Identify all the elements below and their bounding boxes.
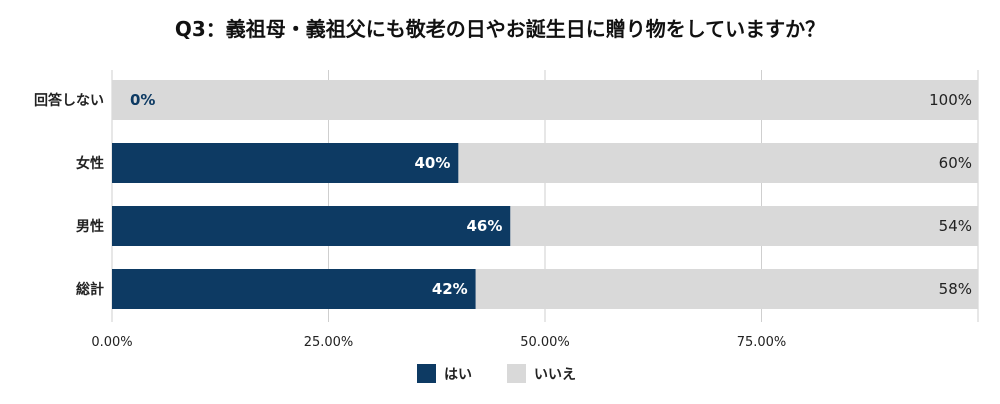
bar-iie-3 [475,269,978,309]
data-label-iie-2: 54% [939,217,972,235]
x-tick-label-3: 75.00% [737,335,787,350]
data-label-hai-0: 0% [130,91,155,109]
legend-item-iie-label: いいえ [534,367,576,383]
bar-iie-0 [112,80,978,120]
data-label-hai-3: 42% [432,280,468,298]
legend-item-iie: いいえ [507,364,576,383]
x-tick-label-0: 0.00% [91,335,132,350]
legend-item-iie-swatch [507,364,526,383]
category-label-3: 総計 [76,281,104,298]
data-label-hai-2: 46% [466,217,502,235]
legend-item-hai: はい [417,364,472,383]
x-tick-label-1: 25.00% [304,335,354,350]
data-label-iie-1: 60% [939,154,972,172]
bar-hai-2 [112,206,511,246]
bar-hai-1 [112,143,459,183]
chart-title: Q3：義祖母・義祖父にも敬老の日やお誕生日に贈り物をしていますか？ [175,17,825,41]
bar-iie-2 [510,206,978,246]
legend-item-hai-swatch [417,364,436,383]
bars: 0% 100% 40% 60% 46% 54% 42% 58% [112,80,978,309]
bar-hai-3 [112,269,476,309]
data-label-iie-0: 100% [929,91,972,109]
data-label-iie-3: 58% [939,280,972,298]
data-label-hai-1: 40% [414,154,450,172]
legend-item-hai-label: はい [444,367,472,383]
legend: はい いいえ [417,364,576,383]
category-label-0: 回答しない [34,92,104,109]
x-axis-ticks: 0.00% 25.00% 50.00% 75.00% [91,335,786,350]
category-label-1: 女性 [76,155,104,172]
x-tick-label-2: 50.00% [520,335,570,350]
bar-iie-1 [458,143,978,183]
category-label-2: 男性 [76,218,104,235]
